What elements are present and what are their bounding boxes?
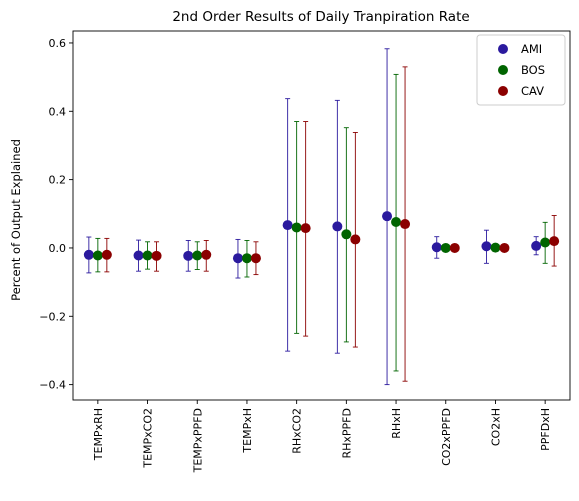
legend-item-cav: CAV (498, 84, 544, 98)
data-point (499, 242, 510, 253)
marker-cav-tempxppfd (201, 239, 212, 272)
data-point (549, 236, 560, 247)
data-point (83, 249, 94, 260)
marker-cav-rhxppfd (350, 132, 361, 348)
x-tick-label: PPFDxH (539, 408, 552, 451)
legend-marker (498, 44, 508, 54)
marker-cav-ppfdxh (549, 215, 560, 267)
data-point (291, 222, 302, 233)
x-tick-label: RHxPPFD (340, 408, 353, 459)
legend-label: BOS (521, 63, 545, 77)
legend-box (476, 34, 566, 106)
marker-cav-rhxco2 (300, 121, 311, 337)
marker-cav-rhxh (400, 66, 411, 382)
marker-cav-co2xppfd (449, 242, 460, 253)
data-point (241, 253, 252, 264)
marker-bos-co2xh (490, 242, 501, 253)
y-tick-label: −0.4 (39, 379, 66, 392)
plot-area (72, 30, 571, 401)
x-axis-ticks: TEMPxRH TEMPxCO2 TEMPxPPFD TEMPxH RHxCO2 RHxP… (92, 400, 552, 473)
y-axis-ticks: −0.4 −0.2 0.0 0.2 0.4 0.6 (39, 37, 73, 392)
marker-bos-tempxrh (92, 237, 103, 273)
chart-title: 2nd Order Results of Daily Tranpiration … (172, 9, 469, 25)
marker-cav-tempxco2 (151, 241, 162, 272)
data-point (300, 223, 311, 234)
marker-bos-tempxppfd (192, 241, 203, 270)
legend-label: AMI (521, 42, 542, 56)
data-point (490, 242, 501, 253)
marker-bos-rhxco2 (291, 121, 302, 334)
axes-frame (72, 30, 571, 401)
marker-bos-ppfdxh (540, 221, 551, 264)
data-point (341, 229, 352, 240)
marker-ami-rhxppfd (332, 99, 343, 354)
legend-marker (498, 65, 508, 75)
x-tick-label: RHxCO2 (291, 408, 304, 454)
marker-ami-rhxco2 (282, 98, 293, 352)
marker-ami-co2xh (481, 229, 492, 264)
legend-marker (498, 86, 508, 96)
marker-ami-tempxrh (83, 236, 94, 274)
marker-cav-tempxrh (101, 237, 112, 273)
x-tick-label: TEMPxCO2 (142, 408, 155, 469)
marker-cav-co2xh (499, 242, 510, 253)
marker-ami-tempxppfd (183, 239, 194, 272)
x-tick-label: CO2xPPFD (440, 408, 453, 466)
data-point (142, 250, 153, 261)
y-tick-label: −0.2 (39, 310, 66, 323)
marker-ami-tempxh (232, 238, 243, 279)
data-point (382, 211, 393, 222)
legend-item-ami: AMI (498, 42, 542, 56)
data-point (540, 237, 551, 248)
data-point (133, 250, 144, 261)
marker-bos-rhxppfd (341, 127, 352, 343)
data-point (201, 249, 212, 260)
marker-bos-co2xppfd (440, 242, 451, 253)
marker-bos-tempxco2 (142, 241, 153, 270)
marker-ami-co2xppfd (431, 236, 442, 259)
y-tick-label: 0.2 (49, 174, 67, 187)
data-point (481, 241, 492, 252)
data-point (232, 253, 243, 264)
data-point (431, 242, 442, 253)
y-tick-label: 0.6 (49, 37, 67, 50)
x-tick-label: TEMPxRH (92, 408, 105, 461)
marker-ami-ppfdxh (531, 236, 542, 256)
marker-bos-rhxh (391, 73, 402, 372)
data-point (440, 242, 451, 253)
y-tick-label: 0.0 (49, 242, 67, 255)
data-point (391, 216, 402, 227)
data-point (282, 220, 293, 231)
data-point (250, 253, 261, 264)
marker-cav-tempxh (250, 241, 261, 276)
data-point (350, 234, 361, 245)
data-point (183, 250, 194, 261)
marker-ami-tempxco2 (133, 239, 144, 272)
marker-bos-tempxh (241, 239, 252, 278)
data-point (332, 221, 343, 232)
data-point (92, 250, 103, 261)
x-tick-label: CO2xH (489, 408, 502, 446)
data-point (531, 240, 542, 251)
data-point (101, 249, 112, 260)
legend-item-bos: BOS (498, 63, 545, 77)
legend: AMI BOS CAV (476, 34, 566, 106)
legend-label: CAV (521, 84, 544, 98)
data-point (151, 250, 162, 261)
data-point (192, 250, 203, 261)
y-tick-label: 0.4 (49, 105, 67, 118)
data-point (449, 242, 460, 253)
y-axis-label: Percent of Output Explained (9, 139, 23, 301)
x-tick-label: TEMPxPPFD (191, 408, 204, 473)
x-tick-label: RHxH (390, 408, 403, 439)
data-point (400, 219, 411, 230)
x-tick-label: TEMPxH (241, 408, 254, 454)
marker-ami-rhxh (382, 48, 393, 386)
